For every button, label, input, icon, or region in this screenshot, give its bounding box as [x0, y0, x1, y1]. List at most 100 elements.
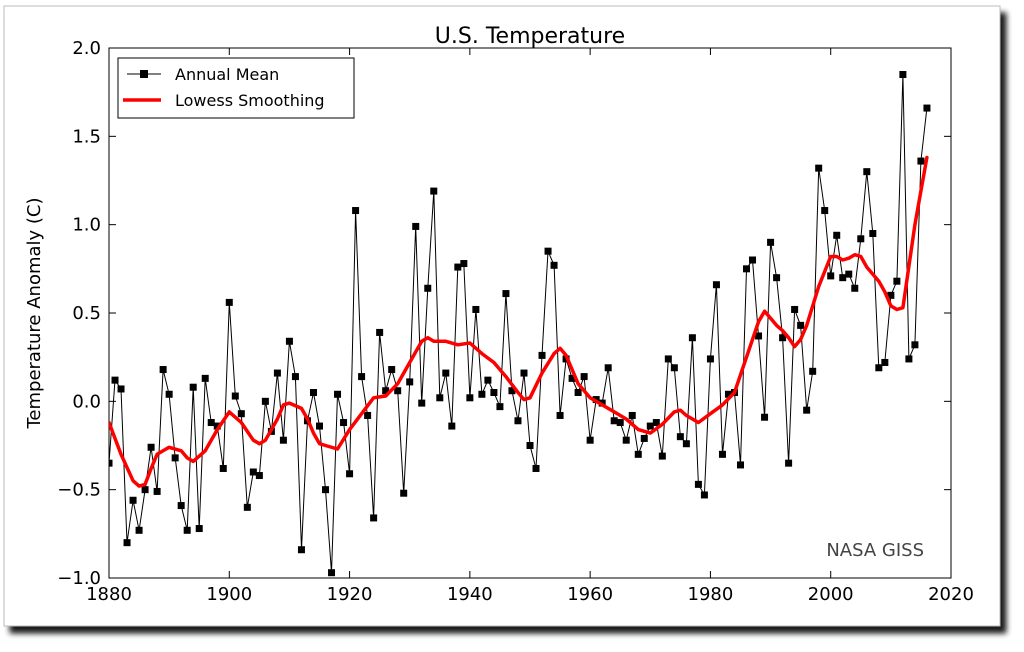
annual-mean-point [285, 337, 293, 345]
annual-mean-point [141, 486, 149, 494]
annual-mean-point [472, 305, 480, 313]
annual-mean-point [676, 433, 684, 441]
annual-mean-point [117, 385, 125, 393]
annual-mean-point [923, 104, 931, 112]
annual-mean-point [821, 207, 829, 215]
annual-mean-point [123, 539, 131, 547]
annual-mean-point [785, 459, 793, 467]
annual-mean-point [370, 514, 378, 522]
y-tick-label: 1.5 [72, 126, 101, 147]
annual-mean-point [109, 459, 113, 467]
legend-item-annual-mean: Annual Mean [127, 65, 279, 84]
annual-mean-point [297, 546, 305, 554]
annual-mean-point [857, 235, 865, 243]
annual-mean-point [291, 373, 299, 381]
annual-mean-point [694, 480, 702, 488]
annual-mean-point [610, 417, 618, 425]
annual-mean-point [364, 411, 372, 419]
annual-mean-point [424, 284, 432, 292]
annual-mean-point [761, 413, 769, 421]
annual-mean-point [261, 397, 269, 405]
annual-mean-point [454, 263, 462, 271]
annual-mean-point [737, 461, 744, 469]
annual-mean-point [201, 374, 209, 382]
annual-mean-point [646, 422, 654, 430]
annual-mean-point [213, 422, 221, 430]
annual-mean-point [658, 452, 666, 460]
annual-mean-point [219, 464, 227, 472]
annual-mean-point [406, 378, 414, 386]
annual-mean-point [279, 436, 287, 444]
annual-mean-point [520, 369, 528, 377]
annual-mean-point [809, 367, 817, 375]
annual-mean-point [833, 231, 841, 239]
annual-mean-point [334, 390, 342, 398]
annual-mean-point [177, 502, 185, 510]
annual-mean-point [448, 422, 456, 430]
annual-mean-point [851, 284, 859, 292]
annual-mean-point [147, 443, 155, 451]
annual-mean-point [442, 369, 450, 377]
annual-mean-point [712, 281, 720, 289]
annual-mean-point [544, 247, 552, 255]
annual-mean-point [436, 394, 444, 402]
annual-mean-point [622, 436, 630, 444]
annual-mean-point [887, 291, 895, 299]
annual-mean-point [243, 503, 251, 511]
annual-mean-point [322, 486, 330, 494]
annual-mean-point [827, 272, 835, 280]
annual-mean-point [183, 526, 191, 534]
y-tick-label: −0.5 [57, 480, 101, 501]
y-axis: −1.0 −0.5 0.0 0.5 1.0 1.5 2.0 [57, 38, 951, 589]
y-tick-label: −1.0 [57, 568, 101, 589]
annual-mean-point [231, 392, 239, 400]
annual-mean-point [905, 355, 913, 363]
x-tick-label: 2020 [928, 584, 974, 605]
annual-mean-point [328, 569, 336, 577]
annual-mean-point [171, 454, 179, 462]
annual-mean-point [574, 389, 582, 396]
annual-mean-point [556, 411, 564, 419]
x-tick-label: 1940 [447, 584, 493, 605]
annual-mean-point [153, 487, 161, 495]
annual-mean-point [496, 403, 504, 411]
annual-mean-point [724, 390, 732, 398]
annual-mean-point [779, 334, 787, 342]
annual-mean-point [773, 274, 781, 282]
annual-mean-point [682, 440, 690, 448]
annual-mean-point [418, 399, 426, 407]
annual-mean-point [815, 164, 823, 172]
annual-mean-point [688, 334, 696, 342]
series-lowess-smoothing [109, 155, 929, 488]
x-tick-label: 1980 [688, 584, 734, 605]
legend-box [117, 57, 355, 119]
annual-mean-point [466, 394, 474, 402]
chart-title: U.S. Temperature [435, 24, 625, 49]
annual-mean-point [340, 419, 348, 427]
annual-mean-point [664, 355, 672, 363]
annual-mean-point [538, 351, 546, 359]
annual-mean-point [797, 321, 805, 329]
annual-mean-point [388, 366, 396, 374]
annual-mean-point [159, 366, 167, 374]
legend: Annual Mean Lowess Smoothing [117, 57, 355, 119]
legend-label-lowess-smoothing: Lowess Smoothing [175, 91, 325, 110]
annual-mean-point [508, 387, 516, 395]
annual-mean-point [400, 489, 408, 497]
annual-mean-point [502, 290, 510, 298]
annual-mean-point [358, 373, 366, 381]
annual-mean-point [514, 417, 522, 425]
annual-mean-point [875, 364, 883, 372]
y-tick-label: 0.0 [72, 391, 101, 412]
annual-mean-point [195, 525, 203, 533]
annual-mean-point [670, 364, 678, 372]
annual-mean-point [273, 369, 281, 377]
annual-mean-point [628, 411, 636, 419]
annual-mean-point [755, 332, 763, 340]
annual-mean-point [316, 422, 323, 430]
x-tick-label: 1880 [86, 584, 132, 605]
annual-mean-point [791, 305, 799, 313]
annual-mean-point [189, 383, 197, 391]
annual-mean-point [839, 274, 847, 282]
annual-mean-point [129, 496, 137, 504]
